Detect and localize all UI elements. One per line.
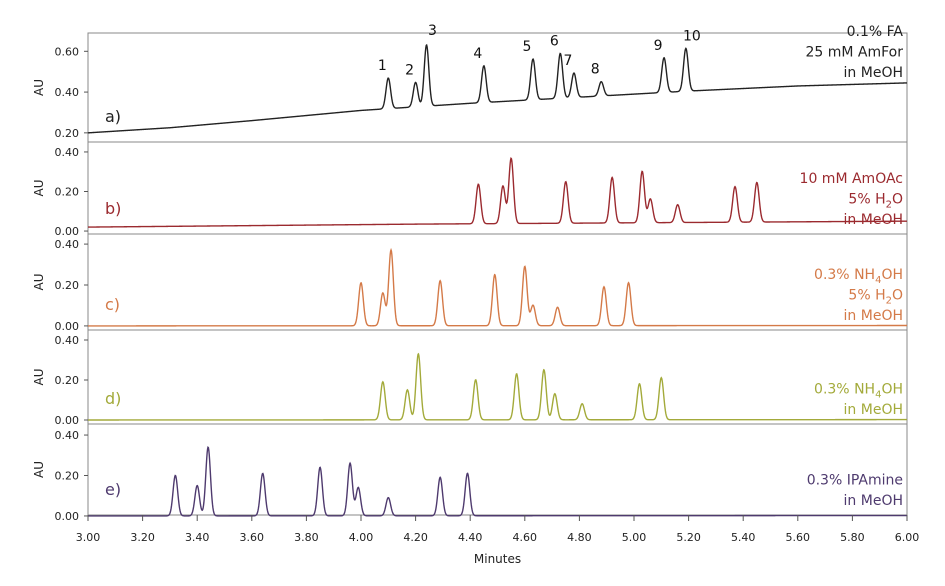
condition-text-d: in MeOH	[844, 402, 903, 418]
condition-text-a: 25 mM AmFor	[805, 45, 903, 61]
condition-part: 5% H	[848, 192, 885, 208]
x-tick-label: 3.80	[294, 531, 319, 544]
trace-d	[88, 352, 907, 421]
condition-text-e: 0.3% IPAmine	[807, 473, 903, 489]
condition-part: O	[892, 288, 903, 304]
x-tick-label: 6.00	[895, 531, 920, 544]
x-tick-label: 5.60	[786, 531, 811, 544]
y-axis-label-e: AU	[32, 461, 46, 478]
y-tick-label-b: 0.20	[55, 186, 80, 199]
peak-label-4: 4	[473, 46, 482, 62]
condition-part: 0.3% NH	[814, 267, 875, 283]
x-tick-label: 5.40	[731, 531, 756, 544]
x-tick-label: 3.60	[240, 531, 265, 544]
condition-part: 10 mM AmOAc	[800, 171, 903, 187]
y-axis-label-d: AU	[32, 369, 46, 386]
y-axis-label-c: AU	[32, 274, 46, 291]
y-axis-label-a: AU	[32, 79, 46, 96]
panel-letter-d: d)	[105, 389, 121, 408]
condition-part: 0.1% FA	[847, 24, 904, 40]
peak-label-8: 8	[591, 62, 600, 78]
trace-b	[88, 157, 907, 228]
x-tick-label: 5.80	[840, 531, 865, 544]
y-tick-label-d: 0.40	[55, 334, 80, 347]
condition-subscript: 2	[886, 200, 892, 211]
x-tick-label: 3.40	[185, 531, 210, 544]
y-tick-label-b: 0.00	[55, 225, 80, 238]
condition-part: 25 mM AmFor	[805, 45, 903, 61]
condition-subscript: 4	[875, 275, 881, 286]
condition-text-b: 5% H2O	[848, 192, 903, 211]
panel-letter-e: e)	[105, 480, 121, 499]
x-tick-label: 4.80	[567, 531, 592, 544]
peak-label-2: 2	[405, 62, 414, 78]
x-tick-label: 5.00	[622, 531, 647, 544]
condition-text-b: 10 mM AmOAc	[800, 171, 903, 187]
condition-part: in MeOH	[844, 493, 903, 509]
y-tick-label-c: 0.40	[55, 238, 80, 251]
condition-text-c: 5% H2O	[848, 288, 903, 307]
y-tick-label-a: 0.60	[55, 45, 80, 58]
peak-label-6: 6	[550, 33, 559, 49]
peak-label-5: 5	[523, 39, 532, 55]
y-tick-label-d: 0.20	[55, 374, 80, 387]
condition-part: OH	[881, 267, 903, 283]
x-tick-label: 4.00	[349, 531, 374, 544]
condition-text-a: 0.1% FA	[847, 24, 904, 40]
y-tick-label-a: 0.20	[55, 127, 80, 140]
peak-label-10: 10	[683, 28, 701, 44]
x-tick-label: 3.00	[76, 531, 101, 544]
x-axis-label: Minutes	[474, 552, 521, 566]
peak-label-3: 3	[428, 23, 437, 39]
y-axis-label-b: AU	[32, 180, 46, 197]
y-tick-label-e: 0.00	[55, 510, 80, 523]
panel-letter-c: c)	[105, 295, 120, 314]
condition-subscript: 4	[875, 390, 881, 401]
condition-part: 5% H	[848, 288, 885, 304]
y-tick-label-e: 0.40	[55, 429, 80, 442]
x-tick-label: 3.20	[130, 531, 155, 544]
condition-part: 0.3% IPAmine	[807, 473, 903, 489]
y-tick-label-b: 0.40	[55, 146, 80, 159]
panel-frame-d	[87, 329, 908, 425]
y-tick-label-c: 0.00	[55, 320, 80, 333]
condition-text-b: in MeOH	[844, 212, 903, 228]
condition-text-c: 0.3% NH4OH	[814, 267, 903, 286]
condition-text-e: in MeOH	[844, 493, 903, 509]
condition-part: O	[892, 192, 903, 208]
panel-letter-a: a)	[105, 107, 121, 126]
trace-a	[87, 43, 908, 134]
x-tick-label: 4.60	[513, 531, 538, 544]
panel-frame-a	[87, 32, 908, 143]
y-tick-label-e: 0.20	[55, 470, 80, 483]
x-tick-label: 4.20	[403, 531, 428, 544]
condition-text-d: 0.3% NH4OH	[814, 382, 903, 401]
y-tick-label-d: 0.00	[55, 414, 80, 427]
condition-part: OH	[881, 382, 903, 398]
peak-label-1: 1	[378, 58, 387, 74]
condition-part: in MeOH	[844, 402, 903, 418]
condition-part: in MeOH	[844, 65, 903, 81]
panel-frame-e	[87, 423, 908, 516]
condition-text-c: in MeOH	[844, 308, 903, 324]
x-tick-label: 5.20	[676, 531, 701, 544]
x-tick-label: 4.40	[458, 531, 483, 544]
y-tick-label-c: 0.20	[55, 279, 80, 292]
peak-label-9: 9	[654, 38, 663, 54]
peak-label-7: 7	[563, 53, 572, 69]
condition-subscript: 2	[886, 296, 892, 307]
condition-text-a: in MeOH	[844, 65, 903, 81]
condition-part: 0.3% NH	[814, 382, 875, 398]
trace-c	[88, 247, 907, 327]
condition-part: in MeOH	[844, 308, 903, 324]
y-tick-label-a: 0.40	[55, 86, 80, 99]
panel-letter-b: b)	[105, 199, 121, 218]
panel-frame-c	[87, 233, 908, 331]
trace-e	[88, 445, 907, 517]
condition-part: in MeOH	[844, 212, 903, 228]
